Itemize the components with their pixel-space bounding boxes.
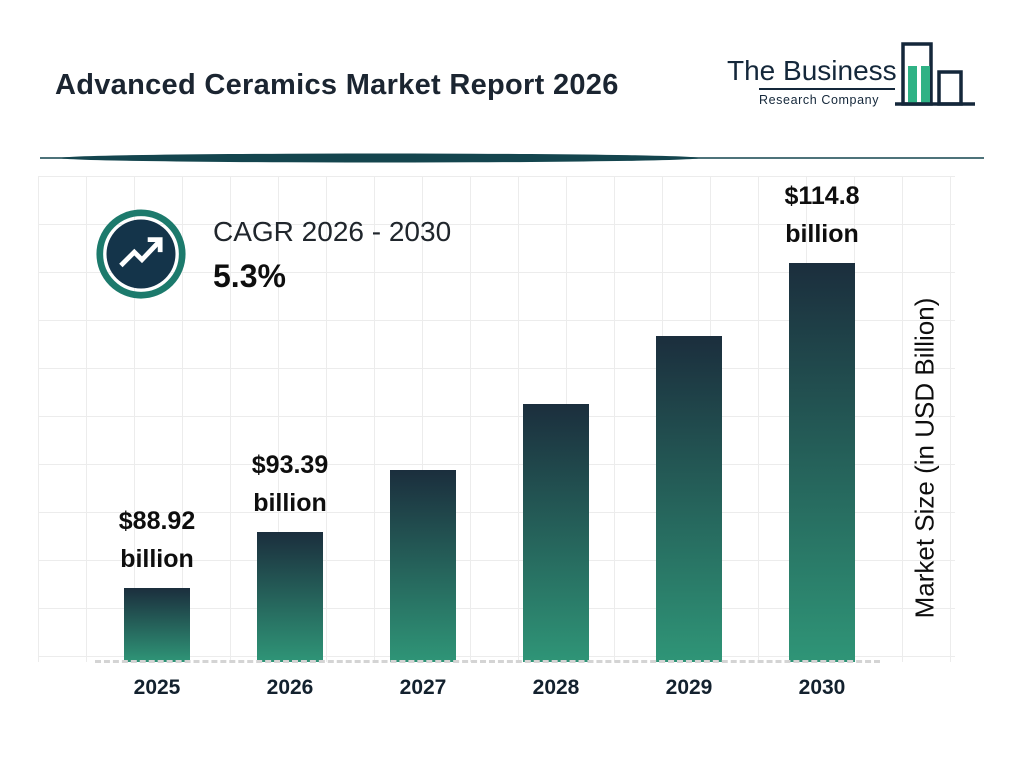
bar-value-label-2030: $114.8 billion — [784, 182, 860, 248]
x-axis-tick-2030: 2030 — [798, 676, 846, 699]
bar-column-2027: 2027 — [390, 242, 456, 699]
x-axis-tick-2026: 2026 — [266, 676, 314, 699]
x-axis-tick-2025: 2025 — [133, 676, 181, 699]
x-axis-tick-2029: 2029 — [665, 676, 713, 699]
x-axis-tick-2028: 2028 — [532, 676, 580, 699]
bar-2028 — [523, 404, 589, 662]
y-axis-label: Market Size (in USD Billion) — [909, 297, 940, 619]
cagr-value: 5.3% — [213, 258, 286, 294]
cagr-text: CAGR 2026 - 2030 5.3% — [213, 208, 451, 295]
bar-column-2025: $88.92 billion 2025 — [119, 242, 195, 699]
bar-column-2029: 2029 — [656, 242, 722, 699]
cagr-label: CAGR 2026 - 2030 — [213, 216, 452, 247]
bar-column-2030: $114.8 billion 2030 — [784, 182, 859, 699]
bar-2030 — [789, 263, 855, 662]
bar-chart: $88.92 billion 2025 $93.39 billion 2026 2027 20… — [119, 182, 860, 699]
logo-line2: Research Company — [759, 93, 879, 107]
page-title: Advanced Ceramics Market Report 2026 — [55, 69, 619, 102]
bar-2027 — [390, 470, 456, 662]
bar-column-2028: 2028 — [523, 242, 589, 699]
logo-bars-icon — [895, 42, 975, 106]
divider — [40, 150, 984, 166]
cagr-badge: CAGR 2026 - 2030 5.3% — [95, 208, 451, 300]
bar-value-label-2025: $88.92 billion — [118, 507, 196, 573]
logo-line1: The Business — [727, 55, 897, 86]
bar-column-2026: $93.39 billion 2026 — [252, 242, 328, 699]
x-axis-baseline — [95, 660, 880, 663]
company-logo-graphic: The Business Research Company — [727, 42, 975, 107]
bar-value-label-2026: $93.39 billion — [251, 451, 329, 517]
company-logo: The Business Research Company — [725, 38, 990, 130]
bar-2026 — [257, 532, 323, 662]
bar-2029 — [656, 336, 722, 662]
bar-2025 — [124, 588, 190, 662]
trend-up-icon — [96, 209, 186, 299]
x-axis-tick-2027: 2027 — [399, 676, 447, 699]
